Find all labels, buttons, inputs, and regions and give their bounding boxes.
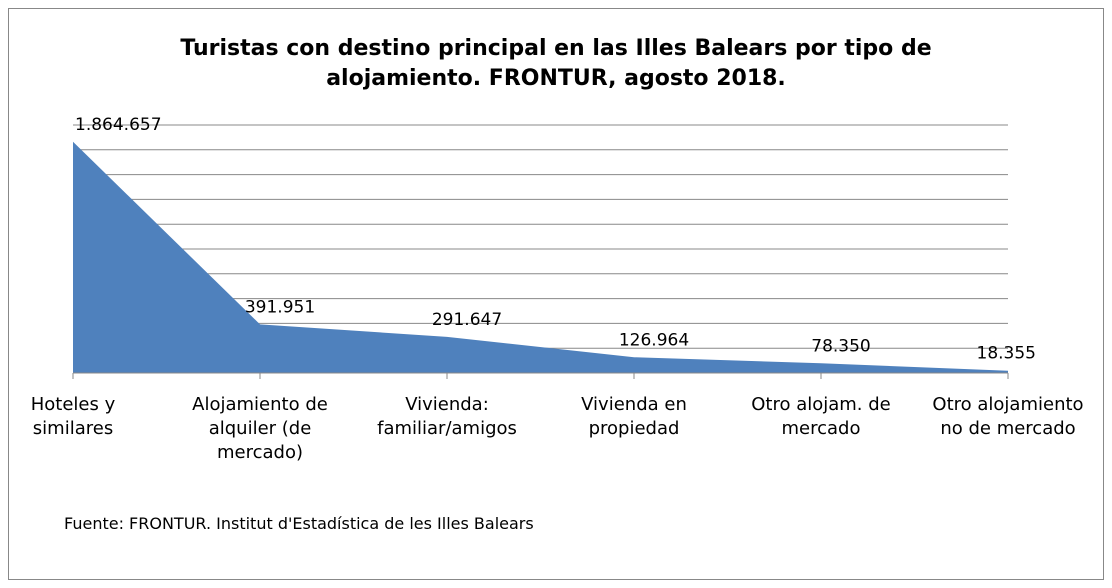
data-label: 126.964	[619, 330, 689, 350]
x-tick-label: Alojamiento de alquiler (de mercado)	[192, 394, 328, 463]
area	[73, 141, 1008, 373]
x-tick-label: Vivienda: familiar/amigos	[377, 394, 517, 439]
data-label: 1.864.657	[75, 115, 162, 135]
x-tick-label: Hoteles y similares	[30, 394, 116, 439]
x-tick-label: Otro alojam. de mercado	[751, 394, 891, 439]
data-label: 18.355	[977, 344, 1036, 364]
x-tick-label: Vivienda en propiedad	[581, 394, 687, 439]
data-label: 391.951	[245, 297, 315, 317]
source-note: Fuente: FRONTUR. Institut d'Estadística …	[64, 514, 534, 533]
data-label: 78.350	[811, 336, 870, 356]
chart-title: Turistas con destino principal en las Il…	[180, 36, 932, 91]
data-label: 291.647	[432, 310, 502, 330]
x-tick-label: Otro alojamiento no de mercado	[932, 394, 1084, 439]
